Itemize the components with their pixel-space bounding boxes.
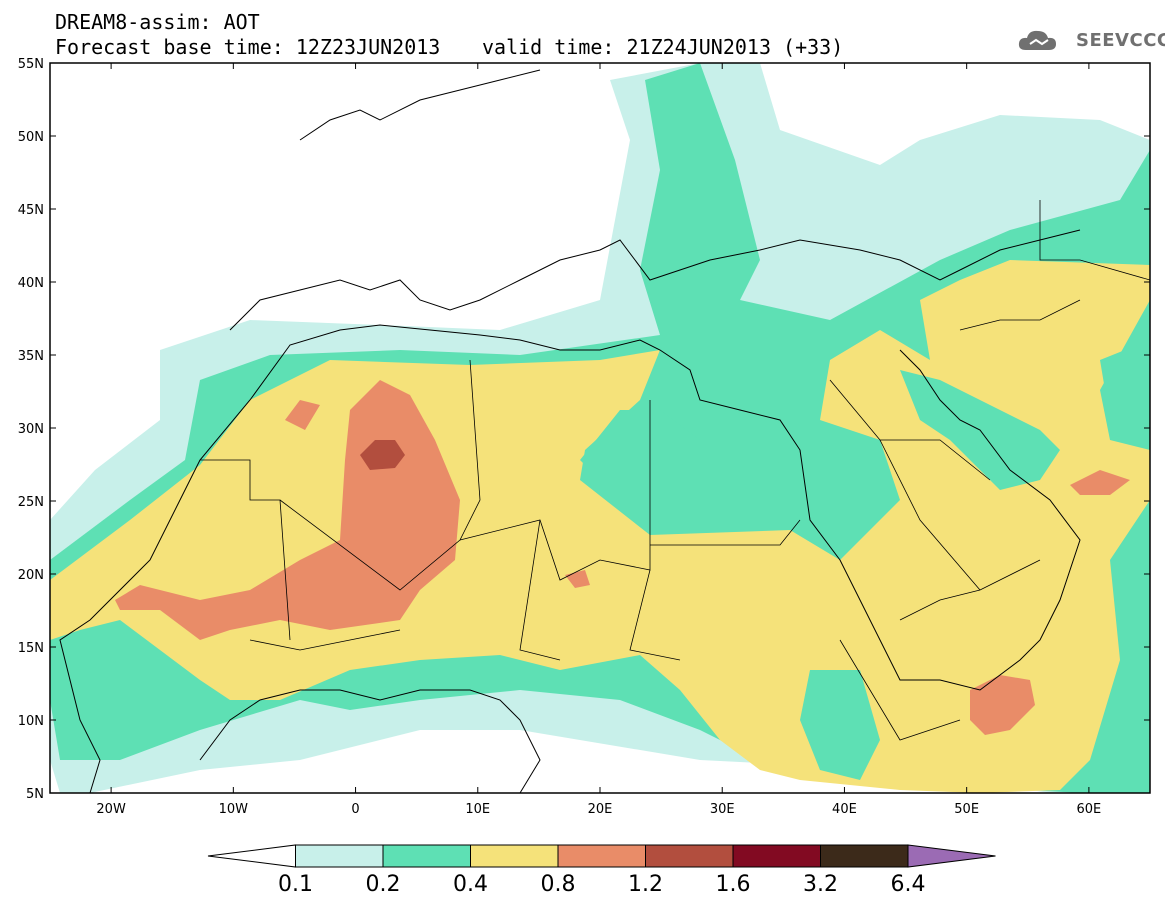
colorbar-label: 0.4 [453, 872, 488, 897]
colorbar [207, 844, 996, 868]
aot-fields [50, 63, 1150, 793]
colorbar-segment [470, 844, 559, 868]
aot-band-0.8-arabia [1070, 470, 1130, 495]
colorbar-over-arrow [907, 844, 996, 868]
colorbar-label: 1.6 [715, 872, 751, 897]
valid-time: valid time: 21Z24JUN2013 (+33) [482, 35, 844, 59]
aot-band-1.2 [360, 440, 405, 470]
colorbar-label: 0.1 [278, 872, 313, 897]
aot-band-0.2-east [580, 410, 790, 530]
colorbar-label: 3.2 [803, 872, 838, 897]
aot-band-0.2-caspian [1100, 340, 1150, 420]
lon-tick-label: 40E [832, 802, 857, 817]
lat-tick-label: 10N [18, 714, 44, 729]
colorbar-label: 0.2 [365, 872, 401, 897]
lat-tick-label: 25N [18, 495, 44, 510]
aot-band-0.8-west [285, 400, 320, 430]
lat-tick-label: 55N [18, 57, 44, 72]
lon-tick-label: 10W [219, 802, 249, 817]
borders [200, 200, 1150, 741]
cloud-icon [1018, 30, 1056, 50]
colorbar-label: 1.2 [628, 872, 663, 897]
lat-tick-label: 15N [18, 641, 44, 656]
lon-tick-label: 30E [710, 802, 735, 817]
colorbar-segment [820, 844, 909, 868]
colorbar-segment [557, 844, 646, 868]
colorbar-under-arrow [207, 844, 296, 868]
lat-axis: 55N 50N 45N 40N 35N 30N 25N 20N 15N 10N 5N [18, 57, 1150, 802]
colorbar-segment [732, 844, 821, 868]
aot-band-0.4 [50, 260, 1150, 793]
lon-tick-label: 60E [1077, 802, 1102, 817]
lon-tick-label: 20W [96, 802, 126, 817]
aot-band-0.8-somalia [970, 675, 1035, 735]
coastlines [59, 69, 1081, 793]
colorbar-segment [295, 844, 384, 868]
lon-tick-label: 10E [465, 802, 490, 817]
lat-tick-label: 20N [18, 568, 44, 583]
lat-tick-label: 50N [18, 130, 44, 145]
colorbar-label: 6.4 [890, 872, 926, 897]
aot-band-0.2-horn [800, 670, 880, 780]
title-line-2: Forecast base time: 12Z23JUN2013 [55, 35, 441, 59]
lon-axis: 20W 10W 0 10E 20E 30E 40E 50E 60E [96, 63, 1101, 817]
lat-tick-label: 40N [18, 276, 44, 291]
lon-tick-label: 50E [954, 802, 979, 817]
lon-tick-label: 20E [588, 802, 613, 817]
title-line-1: DREAM8-assim: AOT [55, 10, 260, 34]
colorbar-segment [382, 844, 471, 868]
lon-tick-label: 0 [351, 802, 359, 817]
lat-tick-label: 35N [18, 349, 44, 364]
lat-tick-label: 5N [26, 787, 44, 802]
lat-tick-label: 30N [18, 422, 44, 437]
lat-tick-label: 45N [18, 203, 44, 218]
colorbar-label: 0.8 [540, 872, 576, 897]
colorbar-segment [645, 844, 734, 868]
logo-text: SEEVCCC [1076, 30, 1165, 51]
